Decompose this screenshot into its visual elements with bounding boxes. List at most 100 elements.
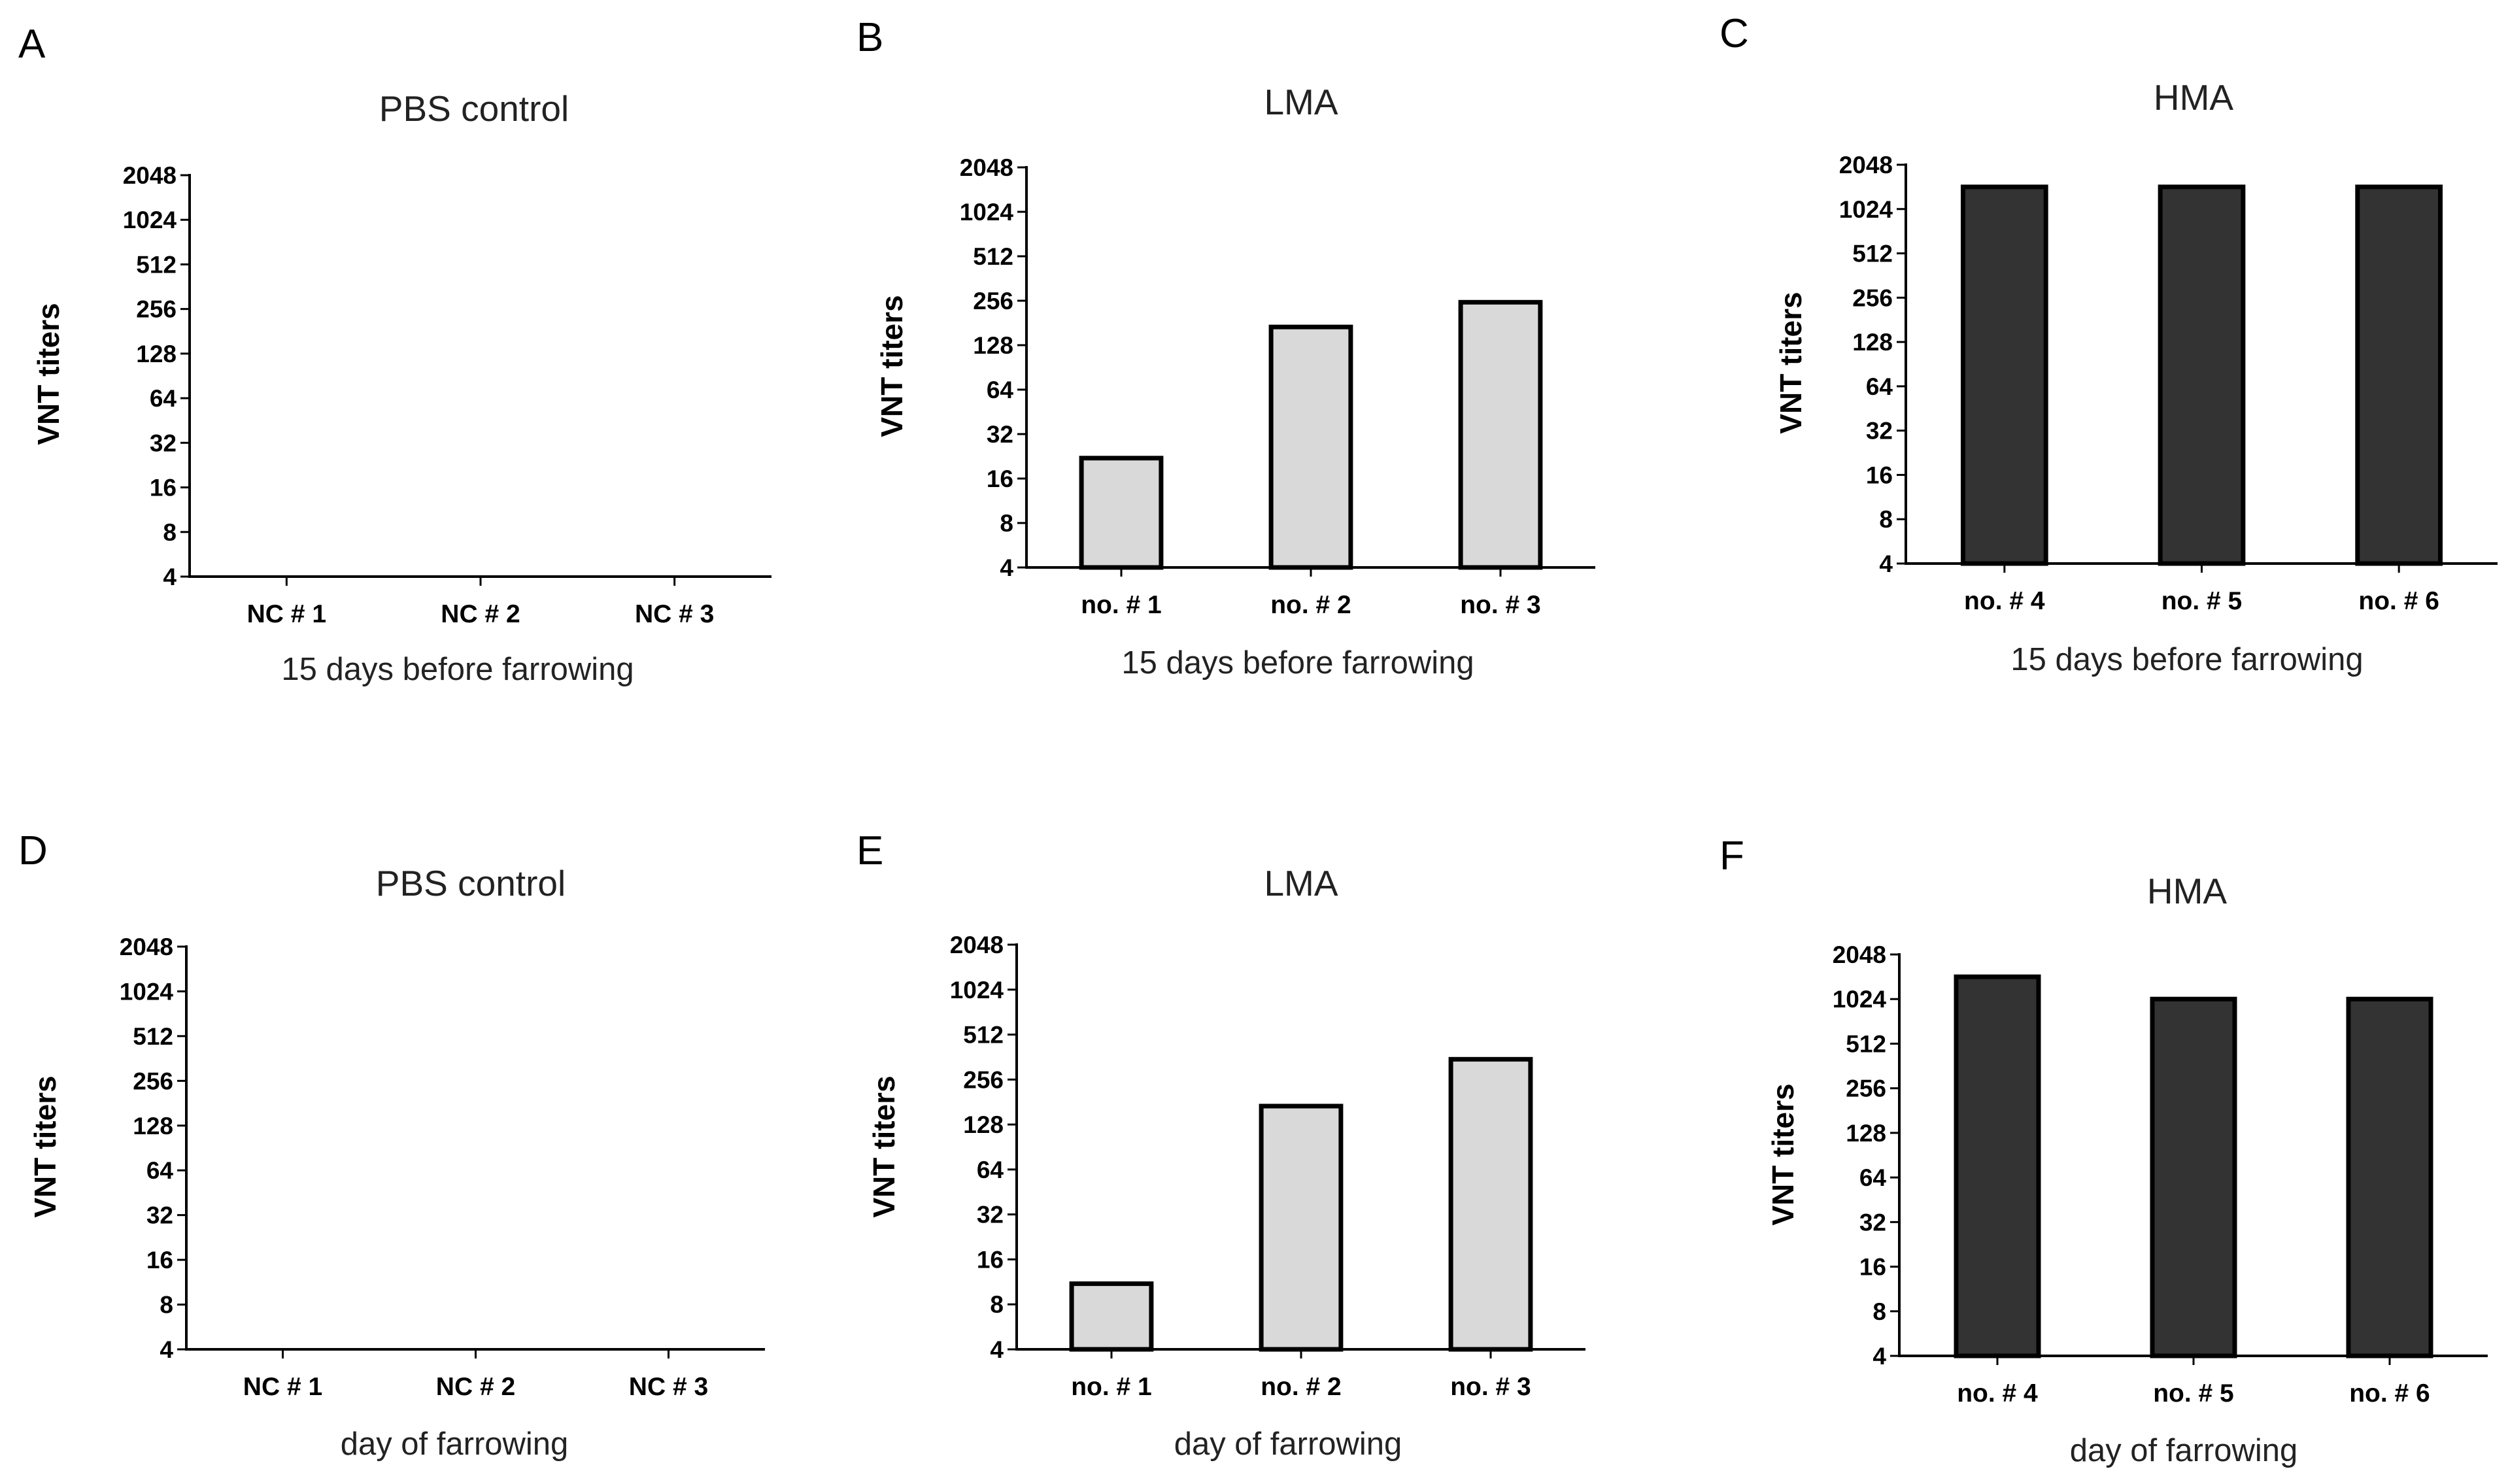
panel-letter: E: [856, 828, 883, 873]
y-tick-label: 128: [133, 1113, 173, 1139]
x-tick-label: NC # 1: [247, 600, 326, 628]
x-tick-label: no. # 6: [2349, 1379, 2430, 1408]
y-tick-label: 16: [150, 475, 177, 501]
chart-panel-c: C HMA 15 days before farrowing VNT titers 4 8…: [1720, 11, 2498, 677]
panel-letter: C: [1720, 11, 1749, 56]
y-tick-label: 128: [136, 341, 177, 367]
bar-b-3: [1458, 299, 1543, 570]
chart-title: LMA: [1264, 863, 1338, 903]
y-tick-label: 16: [977, 1246, 1004, 1273]
x-tick-label: no. # 5: [2153, 1379, 2234, 1408]
chart-panel-b: B LMA 15 days before farrowing VNT titers 4 8…: [856, 15, 1595, 681]
y-tick-label: 32: [977, 1202, 1004, 1228]
x-tick-label: no. # 1: [1081, 591, 1162, 619]
y-tick-label: 2048: [1839, 152, 1893, 178]
chart-title: HMA: [2154, 77, 2234, 118]
x-axis-label: 15 days before farrowing: [281, 652, 634, 687]
y-tick-label: 16: [1859, 1254, 1886, 1281]
x-axis-label: day of farrowing: [1174, 1426, 1402, 1462]
y-tick-label: 64: [146, 1157, 174, 1184]
chart-title: HMA: [2147, 871, 2228, 911]
y-tick-label: 16: [987, 465, 1013, 492]
y-tick-label: 512: [1846, 1030, 1886, 1057]
y-axis-label: VNT titers: [28, 1075, 62, 1217]
chart-panel-f: F HMA day of farrowing VNT titers 4 8 16 32 64 12…: [1720, 834, 2488, 1468]
y-tick-label: 1024: [123, 207, 177, 233]
y-tick-label: 1024: [1833, 986, 1887, 1013]
y-tick-label: 4: [990, 1336, 1004, 1363]
y-tick-label: 256: [136, 296, 177, 323]
y-tick-label: 32: [1866, 418, 1893, 445]
x-tick-label: no. # 6: [2358, 587, 2439, 615]
bar-f-2: [2150, 996, 2237, 1358]
y-tick-label: 4: [1873, 1343, 1886, 1370]
y-tick-label: 16: [1866, 462, 1893, 488]
y-tick-label: 2048: [1833, 941, 1886, 968]
x-tick-label: no. # 4: [1957, 1379, 2038, 1408]
y-tick-label: 8: [1873, 1298, 1886, 1325]
y-tick-label: 8: [163, 519, 177, 546]
y-tick-label: 2048: [123, 162, 177, 189]
y-tick-label: 8: [160, 1292, 173, 1319]
chart-panel-d: D PBS control day of farrowing VNT titers 4 8…: [18, 828, 765, 1462]
y-tick-label: 32: [146, 1202, 173, 1229]
y-tick-label: 8: [1879, 506, 1893, 533]
y-tick-label: 1024: [960, 199, 1014, 226]
chart-title: PBS control: [376, 863, 566, 903]
chart-title: PBS control: [379, 88, 569, 129]
bar-e-3: [1448, 1056, 1533, 1352]
y-tick-label: 256: [973, 288, 1013, 314]
y-tick-label: 2048: [120, 934, 173, 960]
chart-panel-a: A PBS control 15 days before farrowing VNT …: [18, 22, 771, 687]
bar-c-2: [2158, 184, 2246, 566]
y-tick-label: 64: [1859, 1164, 1887, 1191]
y-axis-label: VNT titers: [1774, 292, 1808, 433]
y-tick-label: 256: [133, 1068, 173, 1094]
x-axis-label: day of farrowing: [341, 1426, 569, 1462]
x-tick-label: no. # 1: [1071, 1373, 1152, 1401]
chart-title: LMA: [1264, 82, 1338, 122]
y-tick-label: 32: [987, 421, 1013, 448]
bar-e-2: [1259, 1104, 1344, 1352]
y-tick-label: 8: [990, 1291, 1004, 1318]
y-tick-label: 8: [1000, 510, 1013, 537]
y-tick-label: 1024: [1839, 196, 1893, 223]
y-tick-label: 512: [1852, 241, 1893, 267]
panel-letter: F: [1720, 834, 1744, 879]
y-axis-label: VNT titers: [31, 303, 65, 445]
y-tick-label: 4: [1000, 554, 1013, 581]
y-tick-label: 1024: [950, 977, 1004, 1003]
y-tick-label: 1024: [120, 978, 174, 1005]
x-tick-label: no. # 3: [1450, 1373, 1531, 1401]
bar-c-1: [1960, 184, 2048, 566]
x-tick-label: no. # 3: [1460, 591, 1541, 619]
y-tick-label: 256: [963, 1066, 1004, 1093]
bar-b-1: [1079, 456, 1164, 570]
y-axis-label: VNT titers: [867, 1075, 901, 1217]
y-tick-label: 128: [1846, 1120, 1886, 1147]
x-tick-label: NC # 3: [629, 1373, 708, 1401]
x-tick-label: no. # 2: [1261, 1373, 1342, 1401]
x-tick-label: NC # 2: [436, 1373, 515, 1401]
y-tick-label: 256: [1846, 1075, 1886, 1102]
y-tick-label: 64: [987, 377, 1014, 403]
panel-letter: D: [18, 828, 48, 873]
x-tick-label: no. # 5: [2161, 587, 2243, 615]
y-tick-label: 512: [133, 1023, 173, 1050]
y-tick-label: 256: [1852, 284, 1893, 311]
chart-panel-e: E LMA day of farrowing VNT titers 4 8 16 32 64 12…: [856, 828, 1585, 1462]
y-axis-label: VNT titers: [875, 295, 909, 437]
x-axis-label: day of farrowing: [2070, 1433, 2298, 1468]
x-tick-label: no. # 2: [1270, 591, 1351, 619]
y-tick-label: 64: [150, 385, 177, 412]
y-tick-label: 4: [163, 564, 177, 590]
x-tick-label: NC # 3: [635, 600, 714, 628]
y-tick-label: 16: [146, 1247, 173, 1273]
panel-letter: B: [856, 15, 883, 60]
x-tick-label: NC # 1: [243, 1373, 322, 1401]
bar-c-3: [2355, 184, 2443, 566]
y-tick-label: 2048: [960, 154, 1013, 181]
y-tick-label: 32: [150, 430, 177, 456]
y-tick-label: 32: [1859, 1209, 1886, 1236]
